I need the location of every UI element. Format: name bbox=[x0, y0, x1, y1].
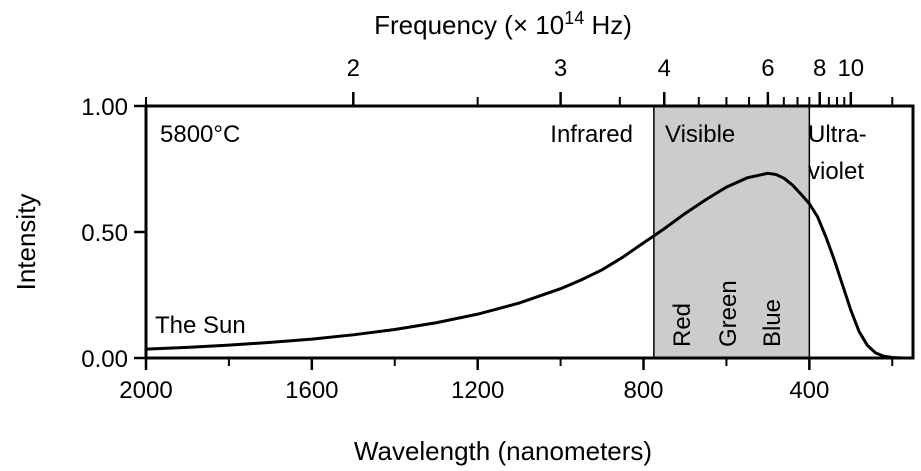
red-label: Red bbox=[669, 303, 696, 347]
top-tick-label: 4 bbox=[658, 55, 671, 82]
y-tick-label: 0.00 bbox=[81, 346, 128, 373]
y-axis-title: Intensity bbox=[11, 194, 41, 291]
x-tick-label: 1200 bbox=[451, 377, 504, 404]
top-tick-label: 2 bbox=[347, 55, 360, 82]
top-tick-label: 8 bbox=[813, 55, 826, 82]
y-tick-label: 1.00 bbox=[81, 94, 128, 121]
object-label: The Sun bbox=[155, 312, 246, 339]
x-tick-label: 2000 bbox=[119, 377, 172, 404]
x-tick-label: 1600 bbox=[285, 377, 338, 404]
tick-labels: 2000 1600 1200 800 400 0.00 0.50 1.00 2 3 4 6 8 10 bbox=[81, 55, 864, 404]
top-tick-label: 3 bbox=[554, 55, 567, 82]
infrared-label: Infrared bbox=[550, 121, 633, 148]
ultraviolet-label-line2: violet bbox=[808, 158, 864, 185]
ultraviolet-label-line1: Ultra- bbox=[808, 121, 867, 148]
y-tick-label: 0.50 bbox=[81, 220, 128, 247]
temperature-label: 5800°C bbox=[160, 121, 240, 148]
top-axis-title: Frequency (× 1014 Hz) bbox=[374, 8, 632, 40]
x-tick-label: 400 bbox=[789, 377, 829, 404]
visible-band bbox=[653, 105, 811, 359]
top-tick-label: 6 bbox=[761, 55, 774, 82]
green-label: Green bbox=[715, 280, 742, 347]
blue-label: Blue bbox=[759, 299, 786, 347]
plot-frame bbox=[144, 104, 915, 360]
x-axis-title: Wavelength (nanometers) bbox=[354, 436, 652, 466]
visible-label: Visible bbox=[665, 121, 735, 148]
intensity-curve bbox=[145, 171, 914, 360]
x-tick-label: 800 bbox=[623, 377, 663, 404]
top-tick-label: 10 bbox=[837, 55, 864, 82]
